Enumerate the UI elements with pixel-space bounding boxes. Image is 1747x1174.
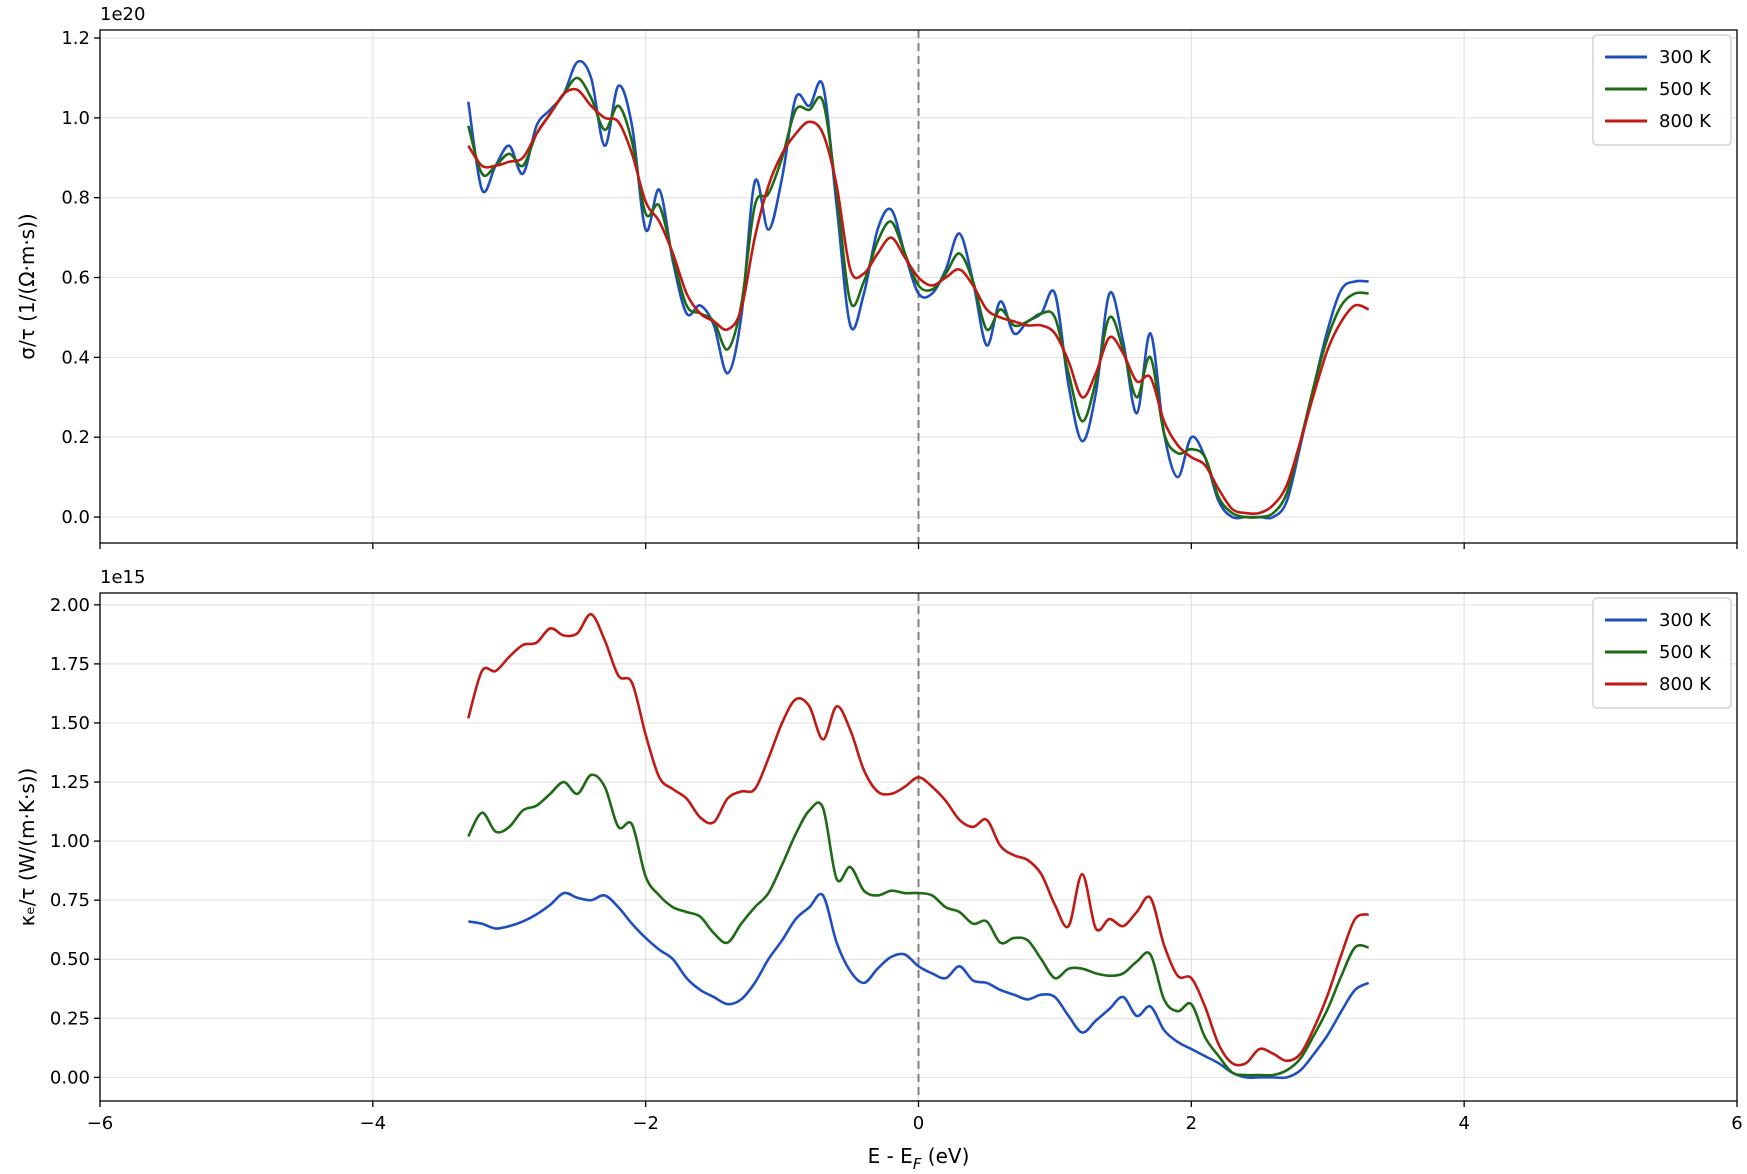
y-tick-label: 0.75 — [50, 890, 90, 911]
legend-label: 800 K — [1659, 111, 1712, 132]
legend-label: 500 K — [1659, 79, 1712, 100]
y-offset-text: 1e15 — [100, 567, 145, 588]
x-tick-label: −2 — [632, 1113, 659, 1134]
legend: 300 K 500 K 800 K — [1592, 34, 1732, 146]
x-tick-label: −4 — [360, 1113, 387, 1134]
legend-label: 300 K — [1659, 610, 1712, 631]
series-line-300k — [468, 891, 1370, 1080]
x-tick-label: 4 — [1458, 1113, 1469, 1134]
y-tick-label: 1.75 — [50, 654, 90, 675]
y-offset-text: 1e20 — [100, 4, 145, 25]
series-line-500k — [467, 76, 1369, 519]
y-axis-ticks: 0.0 0.2 0.4 0.6 0.8 1.0 1.2 — [61, 28, 100, 528]
series-line-800k — [467, 612, 1370, 1067]
legend: 300 K 500 K 800 K — [1592, 597, 1732, 709]
x-axis-ticks — [99, 543, 1738, 549]
kappa-over-tau-panel: −6 −4 −2 0 2 4 6 0.00 0.25 0.50 0.75 1.00 1.25 1.50 1… — [15, 567, 1743, 1173]
y-tick-label: 0.4 — [61, 347, 90, 368]
y-tick-label: 0.25 — [50, 1008, 90, 1029]
sigma-over-tau-panel: 0.0 0.2 0.4 0.6 0.8 1.0 1.2 σ/τ (1/(Ω·m·s)) 1e… — [15, 4, 1738, 549]
y-tick-label: 0.2 — [61, 427, 90, 448]
y-tick-label: 1.50 — [50, 713, 90, 734]
x-axis-ticks: −6 −4 −2 0 2 4 6 — [87, 1101, 1743, 1134]
series-lines — [467, 59, 1370, 520]
y-tick-label: 0.8 — [61, 188, 90, 209]
y-axis-ticks: 0.00 0.25 0.50 0.75 1.00 1.25 1.50 1.75 2.00 — [50, 595, 100, 1088]
y-tick-label: 0.0 — [61, 507, 90, 528]
x-tick-label: 2 — [1186, 1113, 1197, 1134]
x-tick-label: −6 — [87, 1113, 114, 1134]
series-lines — [467, 612, 1370, 1080]
y-tick-label: 1.0 — [61, 108, 90, 129]
series-line-800k — [467, 87, 1370, 516]
y-tick-label: 1.00 — [50, 831, 90, 852]
y-tick-label: 0.00 — [50, 1067, 90, 1088]
y-tick-label: 2.00 — [50, 595, 90, 616]
legend-box — [1592, 597, 1732, 709]
y-axis-label: κₑ/τ (W/(m·K·s)) — [15, 768, 39, 927]
y-axis-label: σ/τ (1/(Ω·m·s)) — [15, 213, 39, 359]
series-line-500k — [467, 773, 1369, 1077]
x-tick-label: 0 — [913, 1113, 924, 1134]
y-tick-label: 1.25 — [50, 772, 90, 793]
x-axis-label: E - EF (eV) — [868, 1144, 970, 1173]
legend-box — [1592, 34, 1732, 146]
y-tick-label: 1.2 — [61, 28, 90, 49]
legend-label: 800 K — [1659, 674, 1712, 695]
legend-label: 500 K — [1659, 642, 1712, 663]
y-tick-label: 0.50 — [50, 949, 90, 970]
y-tick-label: 0.6 — [61, 268, 90, 289]
x-tick-label: 6 — [1731, 1113, 1742, 1134]
legend-label: 300 K — [1659, 47, 1712, 68]
